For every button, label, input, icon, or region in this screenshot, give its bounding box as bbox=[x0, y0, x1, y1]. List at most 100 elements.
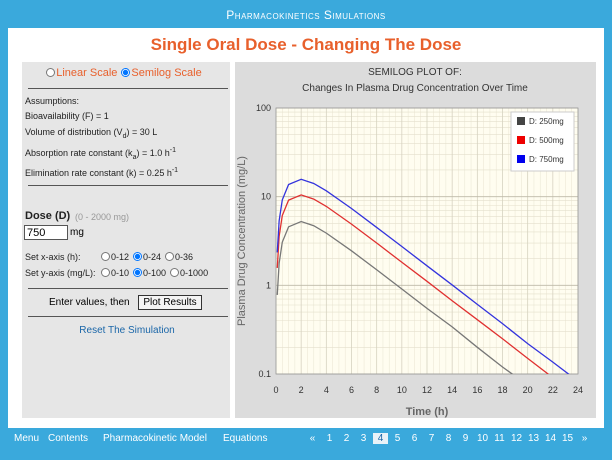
dose-unit: mg bbox=[70, 227, 84, 238]
setting-text: 0-12 bbox=[111, 252, 130, 262]
y-tick-label: 10 bbox=[261, 192, 271, 202]
scale-option: Semilog Scale bbox=[121, 67, 202, 79]
assumption: Bioavailability (F) = 1 bbox=[25, 111, 109, 121]
legend-label: D: 750mg bbox=[529, 155, 564, 164]
assumption: Absorption rate constant (ka) = 1.0 h-1 bbox=[25, 147, 176, 161]
pager-page[interactable]: 5 bbox=[394, 433, 401, 444]
separator bbox=[28, 88, 228, 89]
text: ) = 1.0 h bbox=[136, 148, 170, 158]
scale-radio[interactable] bbox=[46, 68, 56, 77]
pager-page[interactable]: 4 bbox=[373, 433, 388, 444]
footer-link[interactable]: Contents bbox=[48, 433, 89, 444]
line bbox=[276, 178, 570, 374]
chart-subtitle: Changes In Plasma Drug Concentration Ove… bbox=[302, 83, 528, 94]
setting-option: 0-24 bbox=[133, 252, 161, 262]
setting-radio[interactable] bbox=[165, 252, 175, 261]
plot-button[interactable]: Plot Results bbox=[138, 295, 202, 310]
scale-selector: Linear Scale Semilog Scale bbox=[22, 67, 230, 79]
legend-label: D: 500mg bbox=[529, 136, 564, 145]
assumptions-heading: Assumptions: bbox=[25, 96, 80, 106]
setting-option: 0-36 bbox=[165, 252, 193, 262]
setting-radio[interactable] bbox=[101, 252, 110, 261]
x-tick-label: 24 bbox=[573, 385, 583, 395]
y-tick-label: 0.1 bbox=[258, 369, 271, 379]
y-axis-label: Plasma Drug Concentration (mg/L) bbox=[236, 156, 248, 326]
x-tick-label: 0 bbox=[273, 385, 278, 395]
pager-page[interactable]: 15 bbox=[561, 433, 574, 444]
setting-text: 0-100 bbox=[143, 268, 167, 278]
text: Elimination rate constant (k) = 0.25 h bbox=[25, 168, 172, 178]
pager: «1 2 3 4 5 6 7 8 9 10 11 12 13 14 15» bbox=[304, 433, 593, 444]
line bbox=[276, 220, 514, 374]
chart: SEMILOG PLOT OF: Changes In Plasma Drug … bbox=[236, 67, 583, 418]
setting-label: Set x-axis (h): bbox=[25, 252, 81, 262]
scale-label: Linear Scale bbox=[56, 67, 118, 79]
pager-page[interactable]: 8 bbox=[445, 433, 452, 444]
page-title: Single Oral Dose - Changing The Dose bbox=[150, 35, 462, 54]
scale-label: Semilog Scale bbox=[131, 67, 202, 79]
setting-radio[interactable] bbox=[133, 252, 143, 261]
line bbox=[276, 194, 550, 374]
scale-option: Linear Scale bbox=[46, 67, 117, 79]
plot-prompt: Enter values, then bbox=[49, 297, 130, 308]
setting-text: 0-10 bbox=[111, 268, 130, 278]
y-tick-label: 100 bbox=[256, 103, 271, 113]
x-tick-label: 22 bbox=[548, 385, 558, 395]
superscript: -1 bbox=[169, 147, 176, 154]
dose-input[interactable] bbox=[24, 225, 68, 240]
separator bbox=[28, 316, 228, 317]
y-tick-label: 1 bbox=[266, 280, 271, 290]
setting-radio[interactable] bbox=[101, 268, 110, 277]
pager-page[interactable]: 2 bbox=[343, 433, 350, 444]
pager-page[interactable]: 9 bbox=[462, 433, 469, 444]
x-tick-label: 6 bbox=[349, 385, 354, 395]
pager-page[interactable]: 14 bbox=[544, 433, 557, 444]
subscript: d bbox=[122, 132, 127, 140]
pager-prev[interactable]: « bbox=[309, 433, 316, 444]
legend-swatch bbox=[517, 155, 525, 163]
x-tick-label: 2 bbox=[299, 385, 304, 395]
x-tick-label: 20 bbox=[523, 385, 533, 395]
control-panel bbox=[22, 62, 230, 418]
text: ) = 30 L bbox=[126, 127, 158, 137]
setting-radio[interactable] bbox=[170, 268, 180, 277]
y-axis-setting: Set y-axis (mg/L): 0-10 0-100 0-1000 bbox=[25, 268, 212, 278]
scale-radio[interactable] bbox=[121, 68, 131, 77]
footer-link[interactable]: Pharmacokinetic Model bbox=[103, 433, 207, 444]
dose-label: Dose (D) bbox=[25, 210, 71, 222]
x-tick-label: 12 bbox=[422, 385, 432, 395]
separator bbox=[28, 288, 228, 289]
pager-page[interactable]: 1 bbox=[326, 433, 333, 444]
reset-link[interactable]: Reset The Simulation bbox=[79, 325, 175, 336]
setting-text: 0-24 bbox=[143, 252, 162, 262]
legend-swatch bbox=[517, 136, 525, 144]
setting-label: Set y-axis (mg/L): bbox=[25, 268, 96, 278]
legend-swatch bbox=[517, 117, 525, 125]
assumption: Elimination rate constant (k) = 0.25 h-1 bbox=[25, 167, 178, 178]
pager-page[interactable]: 13 bbox=[527, 433, 540, 444]
pager-page[interactable]: 6 bbox=[411, 433, 418, 444]
pager-page[interactable]: 10 bbox=[476, 433, 489, 444]
pager-page[interactable]: 12 bbox=[510, 433, 523, 444]
footer-link[interactable]: Equations bbox=[223, 433, 268, 444]
x-tick-label: 16 bbox=[472, 385, 482, 395]
pager-page[interactable]: 3 bbox=[360, 433, 367, 444]
text: Bioavailability (F) = 1 bbox=[25, 111, 109, 121]
footer-link[interactable]: Menu bbox=[14, 433, 40, 444]
setting-radio[interactable] bbox=[133, 268, 143, 277]
pager-page[interactable]: 7 bbox=[428, 433, 435, 444]
x-tick-label: 4 bbox=[324, 385, 329, 395]
dose-range: (0 - 2000 mg) bbox=[75, 212, 130, 222]
setting-text: 0-36 bbox=[175, 252, 194, 262]
plot-frame bbox=[275, 107, 579, 375]
pager-next[interactable]: » bbox=[581, 433, 588, 444]
x-tick-label: 10 bbox=[397, 385, 407, 395]
x-axis-setting: Set x-axis (h): 0-12 0-24 0-36 bbox=[25, 252, 197, 262]
text: Absorption rate constant (k bbox=[25, 148, 133, 158]
separator bbox=[28, 185, 228, 186]
chart-panel: SEMILOG PLOT OF: Changes In Plasma Drug … bbox=[235, 62, 596, 418]
setting-option: 0-1000 bbox=[170, 268, 208, 278]
pager-page[interactable]: 11 bbox=[494, 433, 505, 444]
assumption: Volume of distribution (Vd) = 30 L bbox=[25, 127, 157, 140]
